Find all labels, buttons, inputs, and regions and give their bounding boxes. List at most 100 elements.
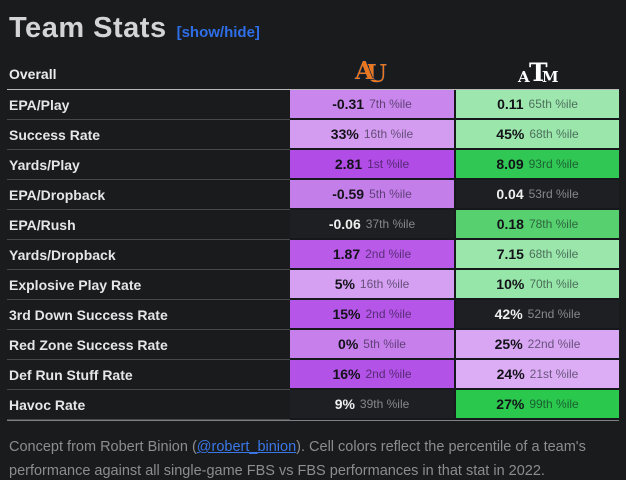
stat-percentile: 22nd %ile [527, 337, 581, 351]
stats-table-body: EPA/Play -0.31 7th %ile 0.11 65th %ile Succes… [7, 90, 619, 421]
stat-percentile: 53rd %ile [528, 187, 579, 201]
svg-text:A: A [354, 56, 374, 85]
team1-stat-cell: 2.81 1st %ile [290, 150, 454, 180]
stat-percentile: 78th %ile [528, 217, 579, 231]
stat-percentile: 1st %ile [367, 157, 410, 171]
stat-percentile: 2nd %ile [365, 247, 412, 261]
stat-value: 10% [496, 276, 525, 292]
stat-label: Red Zone Success Rate [7, 330, 290, 360]
stat-value: 45% [496, 126, 525, 142]
footer-text-pre: Concept from Robert Binion ( [9, 439, 197, 455]
stat-row: 3rd Down Success Rate 15% 2nd %ile 42% 52nd … [7, 300, 619, 330]
stat-percentile: 5th %ile [363, 337, 406, 351]
stat-row: EPA/Play -0.31 7th %ile 0.11 65th %ile [7, 90, 619, 120]
table-header: Overall U A A T M [7, 53, 619, 90]
stat-label: EPA/Rush [7, 210, 290, 240]
team-stats-table: Overall U A A T M EPA/P [7, 53, 619, 421]
stat-percentile: 99th %ile [529, 397, 579, 411]
stat-row: Def Run Stuff Rate 16% 2nd %ile 24% 21st %il… [7, 360, 619, 390]
stat-row: Success Rate 33% 16th %ile 45% 68th %ile [7, 120, 619, 150]
stat-row: Explosive Play Rate 5% 16th %ile 10% 70th %i… [7, 270, 619, 300]
stat-row: Yards/Play 2.81 1st %ile 8.09 93rd %ile [7, 150, 619, 180]
auburn-logo-icon: U A [353, 55, 387, 87]
team1-stat-cell: -0.06 37th %ile [290, 210, 454, 240]
page-title: Team Stats [9, 12, 167, 44]
team2-stat-cell: 25% 22nd %ile [454, 330, 619, 360]
show-hide-toggle[interactable]: [show/hide] [176, 24, 260, 41]
stat-value: 8.09 [496, 156, 524, 172]
stat-label: Havoc Rate [7, 390, 290, 420]
stat-value: 33% [330, 126, 359, 142]
stat-value: -0.06 [328, 216, 361, 232]
robert-binion-link[interactable]: @robert_binion [196, 439, 297, 455]
stat-percentile: 37th %ile [365, 217, 416, 231]
stat-row: Havoc Rate 9% 39th %ile 27% 99th %ile [7, 390, 619, 420]
stat-value: 25% [494, 336, 523, 352]
stat-value: 5% [334, 276, 355, 292]
team1-stat-cell: 9% 39th %ile [290, 390, 454, 420]
stat-row: Yards/Dropback 1.87 2nd %ile 7.15 68th %ile [7, 240, 619, 270]
team2-header: A T M [454, 55, 619, 87]
team2-stat-cell: 7.15 68th %ile [454, 240, 619, 270]
stat-percentile: 70th %ile [529, 277, 579, 291]
team1-stat-cell: 5% 16th %ile [290, 270, 454, 300]
stat-row: EPA/Rush -0.06 37th %ile 0.18 78th %ile [7, 210, 619, 240]
team1-stat-cell: -0.59 5th %ile [290, 180, 454, 210]
stat-value: 0.18 [496, 216, 524, 232]
stat-value: 0.11 [497, 96, 524, 112]
stat-percentile: 16th %ile [359, 277, 410, 291]
team2-stat-cell: 8.09 93rd %ile [454, 150, 619, 180]
stat-value: 15% [332, 306, 361, 322]
stat-percentile: 93rd %ile [528, 157, 579, 171]
team1-stat-cell: 33% 16th %ile [290, 120, 454, 150]
attribution-footer: Concept from Robert Binion (@robert_bini… [7, 435, 619, 480]
team1-stat-cell: 16% 2nd %ile [290, 360, 454, 390]
stat-percentile: 68th %ile [528, 247, 579, 261]
team1-header: U A [290, 55, 454, 87]
stat-label: Explosive Play Rate [7, 270, 290, 300]
stat-percentile: 2nd %ile [365, 367, 412, 381]
footer-text-post: ). Cell colors reflect the percentile of… [296, 439, 586, 455]
stat-label: Yards/Dropback [7, 240, 290, 270]
texas-am-logo-icon: A T M [517, 58, 559, 87]
stat-value: -0.59 [332, 186, 365, 202]
team2-stat-cell: 0.04 53rd %ile [454, 180, 619, 210]
stat-percentile: 39th %ile [359, 397, 410, 411]
overall-column-header: Overall [9, 66, 57, 82]
stat-label: 3rd Down Success Rate [7, 300, 290, 330]
team1-stat-cell: -0.31 7th %ile [290, 90, 454, 120]
svg-text:T: T [529, 58, 548, 87]
stat-value: 16% [332, 366, 361, 382]
stat-percentile: 2nd %ile [365, 307, 412, 321]
team2-stat-cell: 24% 21st %ile [454, 360, 619, 390]
footer-text-line2: performance against all single-game FBS … [9, 463, 545, 479]
stat-label: EPA/Play [7, 90, 290, 120]
stat-value: -0.31 [332, 96, 365, 112]
stat-percentile: 68th %ile [529, 127, 579, 141]
stat-row: Red Zone Success Rate 0% 5th %ile 25% 22nd %… [7, 330, 619, 360]
stat-percentile: 7th %ile [369, 97, 412, 111]
team1-stat-cell: 15% 2nd %ile [290, 300, 454, 330]
stat-percentile: 52nd %ile [527, 307, 581, 321]
title-row: Team Stats [show/hide] [7, 12, 619, 45]
team2-stat-cell: 45% 68th %ile [454, 120, 619, 150]
team1-stat-cell: 0% 5th %ile [290, 330, 454, 360]
team2-stat-cell: 27% 99th %ile [454, 390, 619, 420]
stat-label: EPA/Dropback [7, 180, 290, 210]
stat-value: 9% [334, 396, 355, 412]
stat-percentile: 5th %ile [369, 187, 412, 201]
stat-label: Def Run Stuff Rate [7, 360, 290, 390]
stat-value: 0.04 [496, 186, 524, 202]
stat-value: 27% [496, 396, 525, 412]
stat-label: Yards/Play [7, 150, 290, 180]
stat-percentile: 21st %ile [529, 367, 579, 381]
svg-text:M: M [542, 68, 559, 86]
team2-stat-cell: 0.11 65th %ile [454, 90, 619, 120]
stat-value: 1.87 [332, 246, 361, 262]
stat-percentile: 16th %ile [363, 127, 414, 141]
stat-value: 7.15 [496, 246, 524, 262]
stat-row: EPA/Dropback -0.59 5th %ile 0.04 53rd %ile [7, 180, 619, 210]
team2-stat-cell: 10% 70th %ile [454, 270, 619, 300]
stat-value: 42% [494, 306, 523, 322]
